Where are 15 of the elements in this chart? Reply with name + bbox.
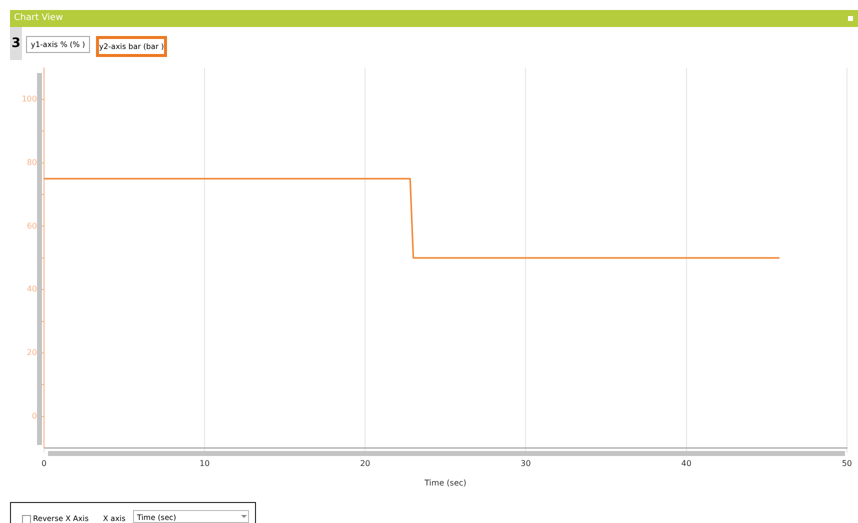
x-tick-label: 40 (681, 458, 692, 468)
y-tick-label: 100 (22, 94, 37, 104)
x-tick-label: 30 (520, 458, 531, 468)
x-tick-label: 20 (360, 458, 370, 468)
text: 3 (10, 27, 22, 60)
y-tick-label: 20 (26, 348, 37, 358)
x-tick-label: 0 (41, 458, 47, 468)
x-tick-label: 50 (842, 458, 852, 468)
y-tick-label: 40 (26, 284, 37, 294)
text: Chart View (10, 10, 858, 27)
y-tick-label: 0 (32, 411, 37, 420)
y-tick-label: 80 (26, 158, 37, 167)
x-axis-title: Time (sec) (424, 478, 466, 488)
y-tick-label: 60 (26, 221, 37, 230)
x-tick-label: 10 (199, 458, 210, 468)
